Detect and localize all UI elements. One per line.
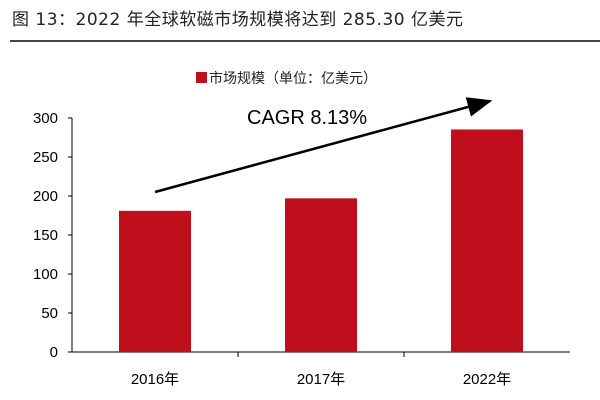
y-tick-label: 200 [33, 188, 58, 205]
x-tick-label: 2022年 [463, 371, 511, 388]
bar-2017年 [285, 198, 357, 352]
bar-2016年 [119, 210, 191, 352]
y-tick-label: 100 [33, 266, 58, 283]
y-tick-label: 50 [41, 305, 58, 322]
x-tick-label: 2016年 [131, 371, 179, 388]
y-tick-label: 300 [33, 110, 58, 127]
y-tick-label: 250 [33, 149, 58, 166]
legend-swatch [196, 72, 207, 83]
legend: 市场规模（单位：亿美元） [196, 70, 377, 87]
y-tick-label: 150 [33, 227, 58, 244]
bar-2022年 [451, 129, 523, 352]
x-tick-label: 2017年 [297, 371, 345, 388]
title-divider [10, 40, 600, 42]
legend-label: 市场规模（单位：亿美元） [209, 70, 377, 87]
cagr-annotation: CAGR 8.13% [247, 107, 367, 129]
cagr-arrow [154, 97, 493, 194]
figure-title: 图 13：2022 年全球软磁市场规模将达到 285.30 亿美元 [12, 10, 464, 30]
y-tick-label: 0 [50, 344, 58, 361]
